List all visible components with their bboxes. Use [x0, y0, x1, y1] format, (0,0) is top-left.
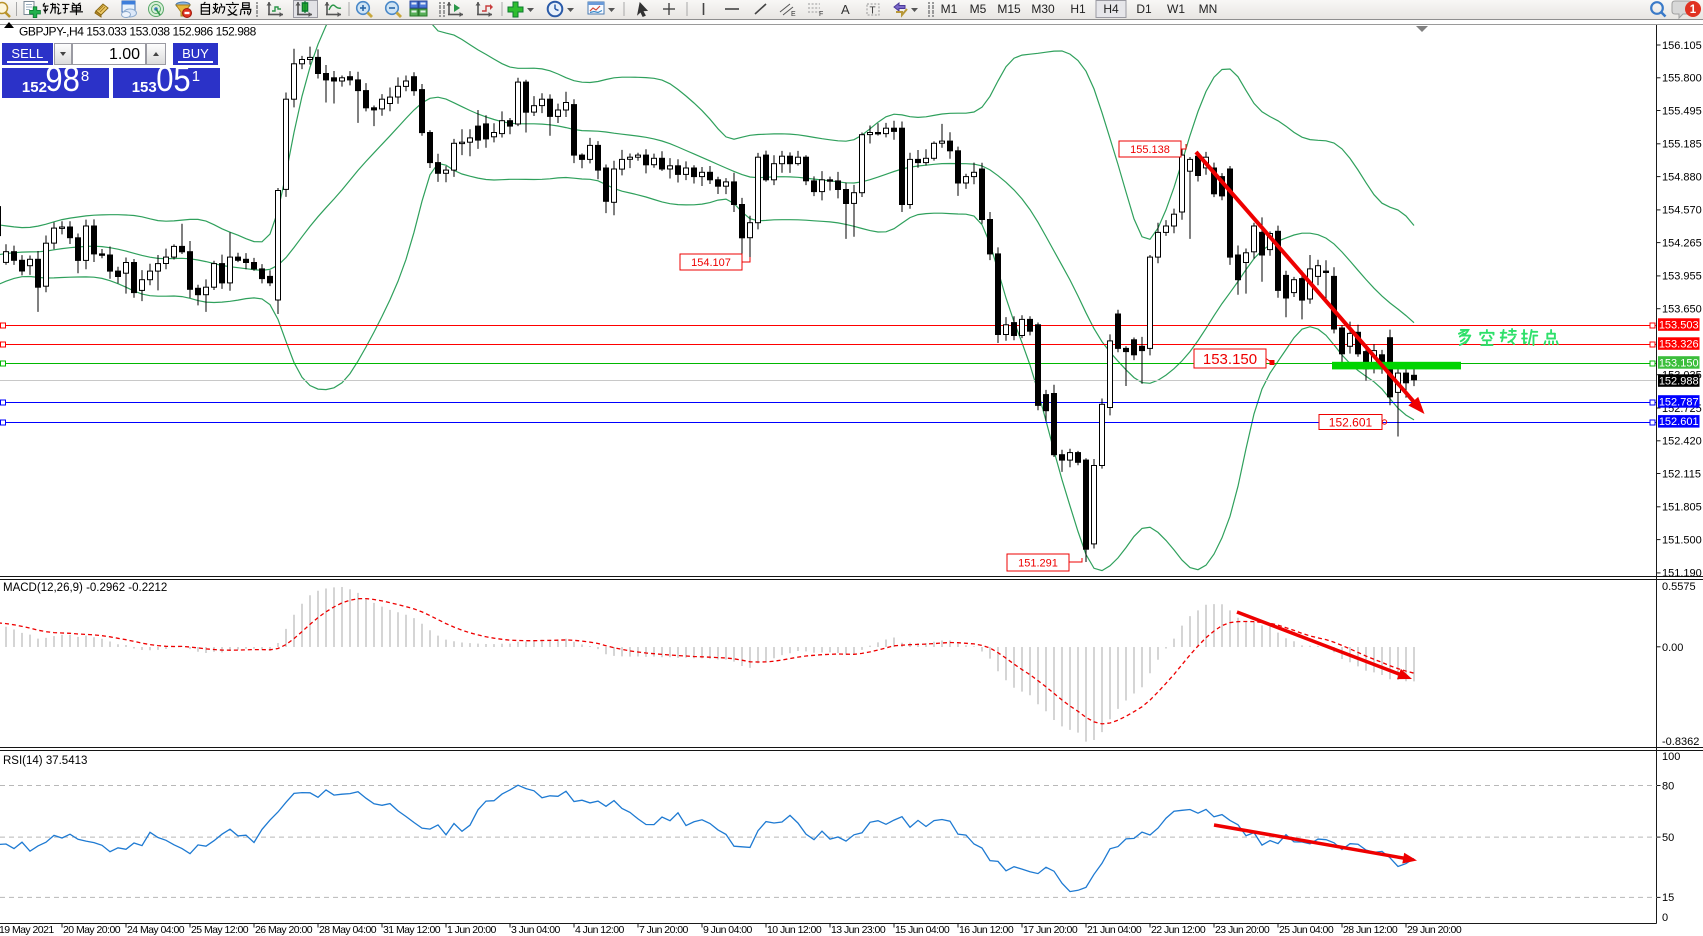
svg-text:1: 1 [1690, 4, 1697, 16]
svg-text:0: 0 [1662, 912, 1668, 924]
svg-text:16 Jun 12:00: 16 Jun 12:00 [959, 924, 1014, 936]
svg-text:M15: M15 [997, 2, 1021, 16]
svg-text:21 Jun 04:00: 21 Jun 04:00 [1087, 924, 1142, 936]
svg-text:50: 50 [1662, 832, 1674, 844]
svg-text:153.150: 153.150 [1203, 351, 1257, 368]
svg-text:153.503: 153.503 [1659, 319, 1699, 331]
svg-text:155.138: 155.138 [1130, 144, 1170, 156]
svg-text:-0.8362: -0.8362 [1662, 736, 1699, 748]
svg-text:28 May 04:00: 28 May 04:00 [319, 924, 377, 936]
svg-text:RSI(14) 37.5413: RSI(14) 37.5413 [3, 755, 87, 767]
svg-text:H1: H1 [1070, 2, 1086, 16]
svg-text:3 Jun 04:00: 3 Jun 04:00 [511, 924, 561, 936]
svg-text:152.420: 152.420 [1662, 436, 1702, 448]
svg-text:151.500: 151.500 [1662, 534, 1702, 546]
svg-text:152.988: 152.988 [1659, 375, 1699, 387]
svg-text:154.107: 154.107 [691, 257, 731, 269]
svg-text:T: T [870, 6, 876, 17]
svg-text:153.955: 153.955 [1662, 271, 1702, 283]
svg-text:20 May 20:00: 20 May 20:00 [63, 924, 121, 936]
svg-text:152.787: 152.787 [1659, 396, 1699, 408]
svg-text:0.00: 0.00 [1662, 642, 1683, 654]
svg-text:154.570: 154.570 [1662, 205, 1702, 217]
svg-text:154.265: 154.265 [1662, 237, 1702, 249]
svg-text:M5: M5 [970, 2, 987, 16]
svg-text:4 Jun 12:00: 4 Jun 12:00 [575, 924, 625, 936]
svg-text:22 Jun 12:00: 22 Jun 12:00 [1151, 924, 1206, 936]
svg-text:25 May 12:00: 25 May 12:00 [191, 924, 249, 936]
svg-text:154.880: 154.880 [1662, 171, 1702, 183]
svg-text:MN: MN [1199, 2, 1218, 16]
svg-text:GBPJPY-,H4 153.033 153.038 15: GBPJPY-,H4 153.033 153.038 152.986 152.9… [19, 25, 257, 39]
svg-text:13 Jun 23:00: 13 Jun 23:00 [831, 924, 886, 936]
svg-text:M1: M1 [941, 2, 958, 16]
svg-text:1 Jun 20:00: 1 Jun 20:00 [447, 924, 497, 936]
svg-text:153.150: 153.150 [1659, 357, 1699, 369]
svg-text:M30: M30 [1031, 2, 1055, 16]
svg-text:153.650: 153.650 [1662, 304, 1702, 316]
svg-text:W1: W1 [1167, 2, 1185, 16]
svg-text:29 Jun 20:00: 29 Jun 20:00 [1407, 924, 1462, 936]
svg-text:25 Jun 04:00: 25 Jun 04:00 [1279, 924, 1334, 936]
svg-text:151.805: 151.805 [1662, 502, 1702, 514]
svg-text:100: 100 [1662, 751, 1680, 763]
svg-text:155.495: 155.495 [1662, 105, 1702, 117]
svg-text:D1: D1 [1136, 2, 1152, 16]
svg-text:A: A [841, 2, 850, 17]
svg-text:19 May 2021: 19 May 2021 [0, 924, 54, 936]
svg-text:152.601: 152.601 [1659, 416, 1699, 428]
svg-text:31 May 12:00: 31 May 12:00 [383, 924, 441, 936]
svg-text:10 Jun 12:00: 10 Jun 12:00 [767, 924, 822, 936]
svg-text:9 Jun 04:00: 9 Jun 04:00 [703, 924, 753, 936]
svg-text:15: 15 [1662, 892, 1674, 904]
svg-text:151.190: 151.190 [1662, 568, 1702, 580]
svg-text:7 Jun 20:00: 7 Jun 20:00 [639, 924, 689, 936]
svg-text:E: E [791, 11, 796, 18]
svg-text:80: 80 [1662, 780, 1674, 792]
svg-text:0.5575: 0.5575 [1662, 581, 1696, 593]
svg-text:156.105: 156.105 [1662, 40, 1702, 52]
svg-text:152.115: 152.115 [1662, 468, 1701, 480]
svg-text:155.185: 155.185 [1662, 139, 1702, 151]
svg-text:17 Jun 20:00: 17 Jun 20:00 [1023, 924, 1078, 936]
svg-text:155.800: 155.800 [1662, 73, 1702, 85]
svg-text:15 Jun 04:00: 15 Jun 04:00 [895, 924, 950, 936]
svg-text:24 May 04:00: 24 May 04:00 [127, 924, 185, 936]
svg-text:23 Jun 20:00: 23 Jun 20:00 [1215, 924, 1270, 936]
svg-text:28 Jun 12:00: 28 Jun 12:00 [1343, 924, 1398, 936]
svg-text:MACD(12,26,9) -0.2962 -0.2212: MACD(12,26,9) -0.2962 -0.2212 [3, 582, 167, 594]
svg-text:151.291: 151.291 [1018, 558, 1058, 570]
svg-text:153.326: 153.326 [1659, 338, 1699, 350]
svg-text:26 May 20:00: 26 May 20:00 [255, 924, 313, 936]
svg-text:H4: H4 [1103, 2, 1119, 16]
svg-text:152.601: 152.601 [1329, 416, 1373, 430]
svg-text:F: F [819, 11, 823, 18]
